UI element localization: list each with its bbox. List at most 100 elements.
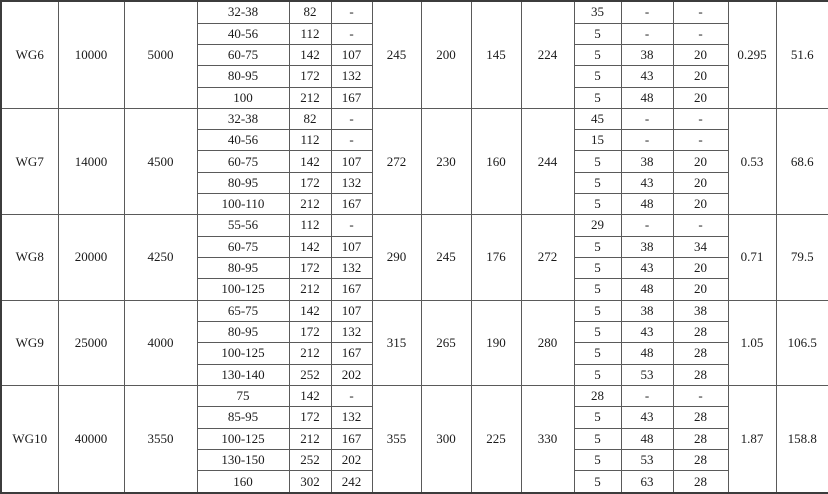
dim-e: 28 <box>573 385 622 408</box>
table-row: WG10 40000 3550 75 142-355 300 225 330 28- -1.87 1… <box>0 385 828 494</box>
dim-d: 224 <box>520 0 575 109</box>
dim-a: 355 <box>371 385 422 494</box>
moment-of-inertia: 1.87 <box>727 385 777 494</box>
dim-l2: 242 <box>330 470 373 494</box>
dim-g: 28 <box>672 342 729 365</box>
dim-l1: 212 <box>288 427 332 451</box>
dim-e: 5 <box>573 171 622 195</box>
bore-range: 60-75 <box>196 43 290 67</box>
dim-l2: - <box>330 214 373 237</box>
dim-l2: - <box>330 0 373 24</box>
dim-f: - <box>620 107 674 131</box>
bore-range: 100-125 <box>196 278 290 301</box>
bore-range: 130-140 <box>196 363 290 387</box>
dim-g: 20 <box>672 86 729 109</box>
dim-c: 225 <box>470 385 522 494</box>
dim-g: 28 <box>672 427 729 451</box>
dim-b: 300 <box>420 385 472 494</box>
dim-l2: 132 <box>330 321 373 344</box>
dim-g: 34 <box>672 235 729 259</box>
dim-g: - <box>672 22 729 45</box>
dim-b: 230 <box>420 107 472 216</box>
table-row: 100-125 212 167 5 48 28 <box>1 342 828 365</box>
table-row: WG6 10000 5000 32-38 82-245 200 145 224 35- -0.29… <box>0 0 828 109</box>
dim-e: 45 <box>573 107 622 131</box>
dim-e: 5 <box>573 299 622 323</box>
dim-e: 5 <box>573 449 622 472</box>
dim-f: - <box>620 214 674 237</box>
dim-e: 15 <box>573 129 622 152</box>
dim-l1: 172 <box>288 406 332 429</box>
dim-f: - <box>620 0 674 24</box>
dim-l1: 212 <box>288 278 332 301</box>
dim-l1: 82 <box>288 0 332 24</box>
dim-f: 38 <box>620 299 674 323</box>
table-row: 100-125 212 167 5 48 20 <box>1 278 828 301</box>
dim-l1: 142 <box>288 385 332 408</box>
dim-e: 5 <box>573 321 622 344</box>
table-row: 80-95 172 132 5 43 20 <box>1 65 828 88</box>
dim-l1: 112 <box>288 129 332 152</box>
dim-g: 20 <box>672 193 729 216</box>
dim-c: 145 <box>470 0 522 109</box>
dim-f: 53 <box>620 449 674 472</box>
dim-f: 48 <box>620 278 674 301</box>
moment-of-inertia: 0.53 <box>727 107 777 216</box>
dim-l1: 82 <box>288 107 332 131</box>
dim-d: 244 <box>520 107 575 216</box>
dim-e: 5 <box>573 235 622 259</box>
bore-range: 32-38 <box>196 0 290 24</box>
dim-c: 176 <box>470 214 522 301</box>
rated-torque: 10000 <box>57 0 125 109</box>
dim-f: 43 <box>620 65 674 88</box>
dim-g: 28 <box>672 406 729 429</box>
dim-d: 330 <box>520 385 575 494</box>
dim-f: 48 <box>620 193 674 216</box>
bore-range: 160 <box>196 470 290 494</box>
dim-e: 5 <box>573 278 622 301</box>
rated-speed: 3550 <box>123 385 198 494</box>
bore-range: 40-56 <box>196 22 290 45</box>
table-row: 85-95 172 132 5 43 28 <box>1 406 828 429</box>
bore-range: 80-95 <box>196 257 290 280</box>
dim-e: 5 <box>573 363 622 387</box>
dim-f: - <box>620 129 674 152</box>
dim-l2: 167 <box>330 86 373 109</box>
dim-g: 20 <box>672 171 729 195</box>
dim-e: 5 <box>573 342 622 365</box>
rated-torque: 25000 <box>57 299 125 387</box>
dim-f: 53 <box>620 363 674 387</box>
dim-e: 5 <box>573 427 622 451</box>
dim-a: 315 <box>371 299 422 387</box>
dim-g: 28 <box>672 321 729 344</box>
dim-g: - <box>672 385 729 408</box>
dim-d: 272 <box>520 214 575 301</box>
dim-e: 5 <box>573 65 622 88</box>
dim-g: 38 <box>672 299 729 323</box>
table-row: WG9 25000 4000 65-75 142 107 315 265 190 280 5 38 38… <box>0 299 828 387</box>
dim-g: - <box>672 214 729 237</box>
dim-l1: 142 <box>288 299 332 323</box>
bore-range: 100 <box>196 86 290 109</box>
model-name: WG6 <box>0 0 59 109</box>
dim-a: 245 <box>371 0 422 109</box>
bore-range: 60-75 <box>196 150 290 173</box>
moment-of-inertia: 0.295 <box>727 0 777 109</box>
dim-l2: 132 <box>330 406 373 429</box>
dim-l1: 172 <box>288 257 332 280</box>
bore-range: 60-75 <box>196 235 290 259</box>
dim-l1: 112 <box>288 22 332 45</box>
dim-l2: 132 <box>330 65 373 88</box>
weight: 158.8 <box>775 385 828 494</box>
dim-f: 43 <box>620 406 674 429</box>
dim-g: 28 <box>672 449 729 472</box>
rated-speed: 4500 <box>123 107 198 216</box>
bore-range: 85-95 <box>196 406 290 429</box>
dim-e: 35 <box>573 0 622 24</box>
rated-speed: 4000 <box>123 299 198 387</box>
dim-g: 20 <box>672 43 729 67</box>
dim-l1: 172 <box>288 321 332 344</box>
dim-l1: 142 <box>288 235 332 259</box>
dim-l2: - <box>330 107 373 131</box>
